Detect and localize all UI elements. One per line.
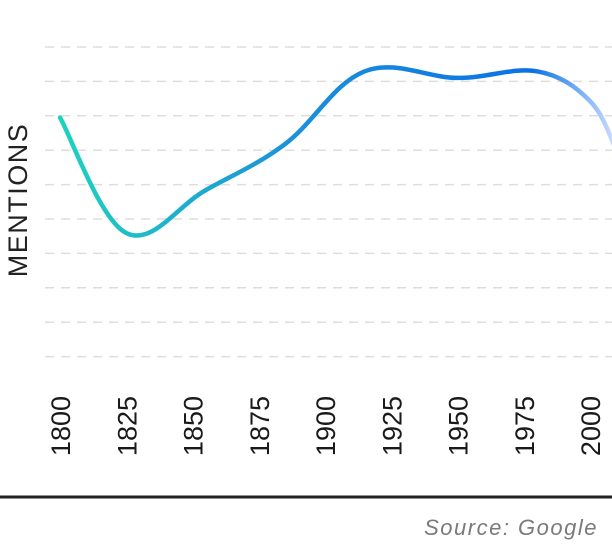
source-note: Source: Google [424,515,598,540]
x-tick-label: 1900 [311,396,341,456]
gridlines [45,46,612,358]
x-tick-label: 1950 [444,396,474,456]
series-line [57,65,612,238]
x-axis-ticks: 1800 1825 1850 1875 1900 1925 1950 1975 2000 [46,396,606,456]
x-tick-label: 1800 [46,396,76,456]
x-tick-label: 1825 [112,396,142,456]
x-tick-label: 1850 [179,396,209,456]
x-tick-label: 2000 [576,396,606,456]
x-tick-label: 1975 [510,396,540,456]
x-tick-label: 1925 [377,396,407,456]
x-tick-label: 1875 [245,396,275,456]
y-axis-label: MENTIONS [3,123,33,278]
